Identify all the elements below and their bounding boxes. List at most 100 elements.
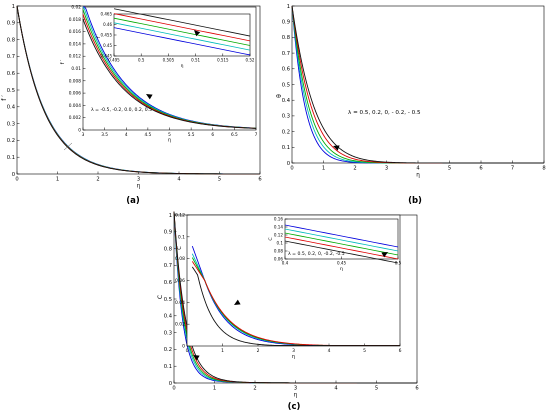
panel-a-inset-ytick-label: 0.008 xyxy=(69,78,82,84)
panel-a-inset-xtick-label: 5 xyxy=(168,132,171,138)
panel-c-xtick-label: 2 xyxy=(253,386,256,392)
panel-c-nested-series-line xyxy=(284,240,399,264)
panel-b-ytick-label: 0.9 xyxy=(282,20,290,26)
panel-b-label: (b) xyxy=(408,196,422,206)
panel-c-inset-ytick-label: 0 xyxy=(182,344,185,350)
panel-c-nested-xlabel: η xyxy=(340,267,343,272)
panel-c-ytick-label: 0.4 xyxy=(164,314,173,320)
panel-c-ytick-label: 0.6 xyxy=(164,280,172,286)
panel-a-xtick-label: 2 xyxy=(96,177,99,183)
panel-a-inset-ytick-label: 0.014 xyxy=(69,41,82,47)
panel-c-xtick-label: 6 xyxy=(415,386,418,392)
panel-c-xtick-label: 0 xyxy=(172,386,175,392)
panel-c-nested-series-line xyxy=(284,236,399,260)
panel-c-inset-ytick-label: 0.1 xyxy=(178,234,185,240)
panel-c-nested-ytick-label: 0.1 xyxy=(276,240,283,245)
panel-c-ytick-label: 0.9 xyxy=(164,230,172,236)
panel-c-xtick-label: 3 xyxy=(294,386,297,392)
panel-c-xtick-label: 1 xyxy=(213,386,216,392)
panel-a-nested-ytick-label: 0.455 xyxy=(101,32,113,37)
panel-a-ytick-label: 0.8 xyxy=(7,37,15,43)
panel-c-series-line xyxy=(173,211,417,384)
panel-c-nested-annotation: λ = 0.5, 0.2, 0, -0.2, -0.5 xyxy=(288,251,345,257)
panel-a-nested-axes: 0.495 0.5 0.505 0.51 0.515 0.52 0.445 0.45 0.455… xyxy=(101,11,255,69)
panel-b-ytick-label: 0.2 xyxy=(282,129,290,135)
panel-a-inset-xtick-label: 6.5 xyxy=(231,132,238,138)
panel-a-ytick-label: 0 xyxy=(12,172,15,178)
panel-a-xtick-label: 5 xyxy=(218,177,221,183)
panel-c-inset-series-line xyxy=(191,266,400,346)
panel-b-ylabel: θ xyxy=(276,94,283,98)
panel-c-ytick-label: 0.1 xyxy=(164,364,172,370)
panel-c-nested-series-line xyxy=(284,224,399,248)
panel-a-nested-xtick-label: 0.515 xyxy=(217,58,229,63)
panel-a-nested-xtick-label: 0.495 xyxy=(108,58,120,63)
panel-a-zoom-pointer xyxy=(63,142,73,151)
panel-b-xtick-label: 6 xyxy=(479,166,482,172)
panel-a-inset-ytick-label: 0 xyxy=(78,128,81,134)
panel-c-inset-xtick-label: 6 xyxy=(399,348,402,354)
panel-b-ytick-label: 0.4 xyxy=(282,98,291,104)
panel-a-ytick-label: 0.7 xyxy=(7,54,15,60)
panel-a-inset-ytick-label: 0.006 xyxy=(69,91,82,97)
panel-b-ytick-label: 0.6 xyxy=(282,67,290,73)
panel-b-ytick-label: 0.1 xyxy=(282,145,290,151)
panel-b-ytick-label: 0.8 xyxy=(282,35,290,41)
panel-a-inset-ylabel: f ′ xyxy=(60,59,66,64)
panel-b-xtick-label: 3 xyxy=(385,166,388,172)
panel-a-nested-series-line xyxy=(113,13,251,42)
panel-a-inset-xtick-label: 6 xyxy=(211,132,214,138)
panel-a-series-line xyxy=(16,5,260,175)
panel-a-nested-ylabel: f ′ xyxy=(96,34,102,38)
panel-c-inset-ylabel: C xyxy=(177,246,183,250)
panel-a-xtick-label: 6 xyxy=(258,177,261,183)
panel-c-nested-ylabel: C xyxy=(268,237,274,240)
panel-b-arrow xyxy=(333,145,340,151)
panel-c-nested-arrow xyxy=(381,252,388,258)
panel-a-inset-ytick-label: 0.01 xyxy=(71,66,81,72)
panel-a-xtick-label: 1 xyxy=(56,177,59,183)
panel-c-ylabel: C xyxy=(157,295,164,299)
panel-a-ytick-label: 0.9 xyxy=(7,21,15,27)
panel-c-label: (c) xyxy=(288,402,301,412)
panel-c-nested-ytick-label: 0.06 xyxy=(274,256,284,261)
panel-a-nested-plot-frame xyxy=(113,13,251,57)
panel-c-xtick-label: 5 xyxy=(375,386,378,392)
panel-b-xtick-label: 7 xyxy=(511,166,514,172)
panel-a-nested-ytick-label: 0.46 xyxy=(103,22,112,27)
panel-a-nested-arrow xyxy=(194,30,201,37)
panel-a-ytick-label: 0.6 xyxy=(7,71,15,77)
panel-a-nested-xtick-label: 0.51 xyxy=(191,58,200,63)
panel-a-ytick-label: 0.2 xyxy=(7,138,15,144)
panel-a-inset-ytick-label: 0.012 xyxy=(69,54,82,60)
panel-a-nested-series-line xyxy=(113,8,251,37)
panel-b-ytick-label: 0.5 xyxy=(282,82,290,88)
panel-c-xlabel: η xyxy=(294,392,298,398)
panel-a-nested-ytick-label: 0.465 xyxy=(101,11,113,16)
panel-a-ytick-label: 0.4 xyxy=(7,105,16,111)
panel-c-nested-series-line xyxy=(284,228,399,252)
panel-c-inset-ytick-label: 0.04 xyxy=(175,300,185,306)
panel-a-xtick-label: 0 xyxy=(15,177,18,183)
panel-a-ytick-label: 0.5 xyxy=(7,88,15,94)
panel-c-nested-ytick-label: 0.08 xyxy=(274,248,284,253)
panel-a-nested-xtick-label: 0.505 xyxy=(163,58,175,63)
panel-c-nested-series-line xyxy=(284,232,399,256)
panel-c-nested-ytick-label: 0.16 xyxy=(274,216,284,221)
panel-a-ytick-label: 1 xyxy=(12,4,15,10)
panel-c-ytick-label: 1 xyxy=(169,213,172,219)
panel-c-inset-xtick-label: 0 xyxy=(186,348,189,354)
panel-b-xlabel: η xyxy=(416,172,420,178)
panel-c-inset-xlabel: η xyxy=(292,354,295,360)
panel-b-xtick-label: 5 xyxy=(448,166,451,172)
panel-c-inset-ytick-label: 0.02 xyxy=(175,322,185,328)
panel-c-inset-xtick-label: 5 xyxy=(363,348,366,354)
panel-a-inset-arrow xyxy=(146,94,153,100)
panel-a-label: (a) xyxy=(126,196,140,206)
panel-b-xtick-label: 0 xyxy=(290,166,293,172)
panel-a-inset-ytick-label: 0.02 xyxy=(71,5,81,11)
panel-a-nested-xtick-label: 0.5 xyxy=(138,58,145,63)
panel-a-inset-xtick-label: 5.5 xyxy=(188,132,195,138)
panel-b-annotation: λ = 0.5, 0.2, 0, - 0.2, - 0.5 xyxy=(348,110,421,116)
